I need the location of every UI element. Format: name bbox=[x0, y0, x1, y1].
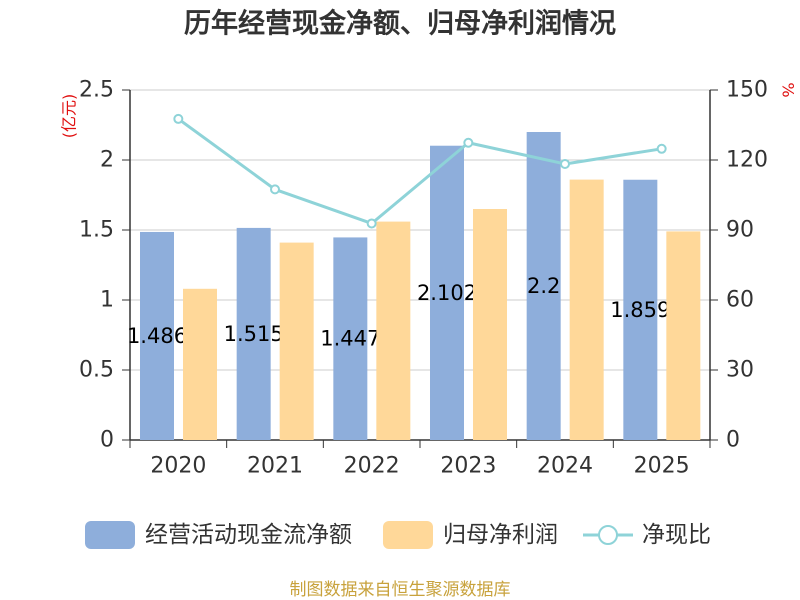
bar-operating-cash-flow-2022 bbox=[333, 237, 368, 440]
y-axis-left-tick-label: 1 bbox=[100, 288, 114, 313]
data-labels-operating-cash-flow: 1.486 1.515 1.447 2.102 2.2 1.859 bbox=[127, 274, 670, 351]
line-point-cash-to-profit-ratio-2025 bbox=[656, 143, 667, 154]
axes: 0 0.5 1 1.5 2 2.5 0 30 60 90 120 150 2020 2021 2022 202… bbox=[79, 78, 768, 479]
y-axis-right-tick-label: 90 bbox=[726, 218, 754, 243]
y-axis-right-tick-label: 0 bbox=[726, 428, 740, 453]
y-axis-left-title: (亿元) bbox=[60, 94, 79, 139]
bar-net-profit-2023 bbox=[473, 209, 507, 440]
legend-item-cash-to-profit-ratio: 净现比 bbox=[583, 522, 711, 548]
y-axis-left-tick-label: 2.5 bbox=[79, 78, 114, 103]
bar-net-profit-2024 bbox=[569, 179, 604, 440]
x-axis-tick-label-2023: 2023 bbox=[440, 454, 496, 479]
line-point-cash-to-profit-ratio-2020 bbox=[173, 113, 184, 124]
bar-operating-cash-flow-2020 bbox=[140, 231, 174, 440]
y-axis-right-tick-label: 120 bbox=[726, 148, 768, 173]
legend-swatch-net-profit bbox=[383, 521, 433, 549]
legend-item-net-profit: 归母净利润 bbox=[383, 521, 558, 549]
x-axis-tick-label-2021: 2021 bbox=[247, 454, 303, 479]
line-path-cash-to-profit-ratio bbox=[177, 117, 662, 225]
y-axis-left-tick-label: 2 bbox=[100, 148, 114, 173]
line-point-cash-to-profit-ratio-2021 bbox=[270, 184, 280, 195]
data-label-operating-cash-flow-2020: 1.486 bbox=[127, 324, 187, 348]
bar-operating-cash-flow-2021 bbox=[236, 227, 271, 440]
legend-swatch-marker-cash-to-profit-ratio bbox=[598, 525, 618, 545]
bar-operating-cash-flow-2024 bbox=[526, 132, 561, 440]
y-axis-left-tick-label: 0.5 bbox=[79, 358, 114, 383]
legend-item-operating-cash-flow: 经营活动现金流净额 bbox=[85, 521, 352, 549]
y-axis-right-tick-label: 30 bbox=[726, 358, 754, 383]
source-note: 制图数据来自恒生聚源数据库 bbox=[290, 580, 511, 600]
line-point-cash-to-profit-ratio-2022 bbox=[366, 218, 377, 229]
chart-title: 历年经营现金净额、归母净利润情况 bbox=[184, 8, 616, 40]
bar-net-profit-2021 bbox=[279, 242, 314, 440]
bar-net-profit-2022 bbox=[376, 221, 411, 440]
data-label-operating-cash-flow-2021: 1.515 bbox=[224, 322, 284, 346]
line-point-cash-to-profit-ratio-2024 bbox=[560, 158, 570, 169]
legend-swatch-operating-cash-flow bbox=[85, 521, 135, 549]
y-axis-right-tick-label: 150 bbox=[726, 78, 768, 103]
line-point-cash-to-profit-ratio-2023 bbox=[463, 137, 474, 148]
bar-operating-cash-flow-2025 bbox=[623, 179, 658, 441]
x-axis-tick-label-2024: 2024 bbox=[537, 454, 593, 479]
y-axis-left-tick-label: 0 bbox=[100, 428, 114, 453]
bars-net-profit bbox=[183, 179, 701, 440]
data-label-operating-cash-flow-2023: 2.102 bbox=[417, 281, 477, 305]
data-label-operating-cash-flow-2022: 1.447 bbox=[320, 327, 380, 351]
x-axis-tick-label-2022: 2022 bbox=[344, 454, 400, 479]
data-label-operating-cash-flow-2024: 2.2 bbox=[527, 274, 560, 298]
legend-label-net-profit: 归母净利润 bbox=[443, 522, 558, 548]
gridlines bbox=[130, 89, 710, 371]
y-axis-right-title: % bbox=[779, 82, 798, 97]
bars-operating-cash-flow bbox=[140, 132, 658, 441]
legend: 经营活动现金流净额 归母净利润 净现比 bbox=[85, 521, 711, 549]
bar-net-profit-2025 bbox=[666, 231, 701, 440]
legend-label-cash-to-profit-ratio: 净现比 bbox=[642, 522, 711, 548]
x-axis-tick-label-2020: 2020 bbox=[150, 454, 206, 479]
bar-operating-cash-flow-2023 bbox=[430, 145, 464, 440]
bar-net-profit-2020 bbox=[183, 288, 217, 440]
data-label-operating-cash-flow-2025: 1.859 bbox=[610, 298, 670, 322]
x-axis-tick-label-2025: 2025 bbox=[634, 454, 690, 479]
line-cash-to-profit-ratio bbox=[173, 113, 667, 229]
y-axis-left-tick-label: 1.5 bbox=[79, 218, 114, 243]
y-axis-right-tick-label: 60 bbox=[726, 288, 754, 313]
legend-label-operating-cash-flow: 经营活动现金流净额 bbox=[145, 522, 352, 548]
